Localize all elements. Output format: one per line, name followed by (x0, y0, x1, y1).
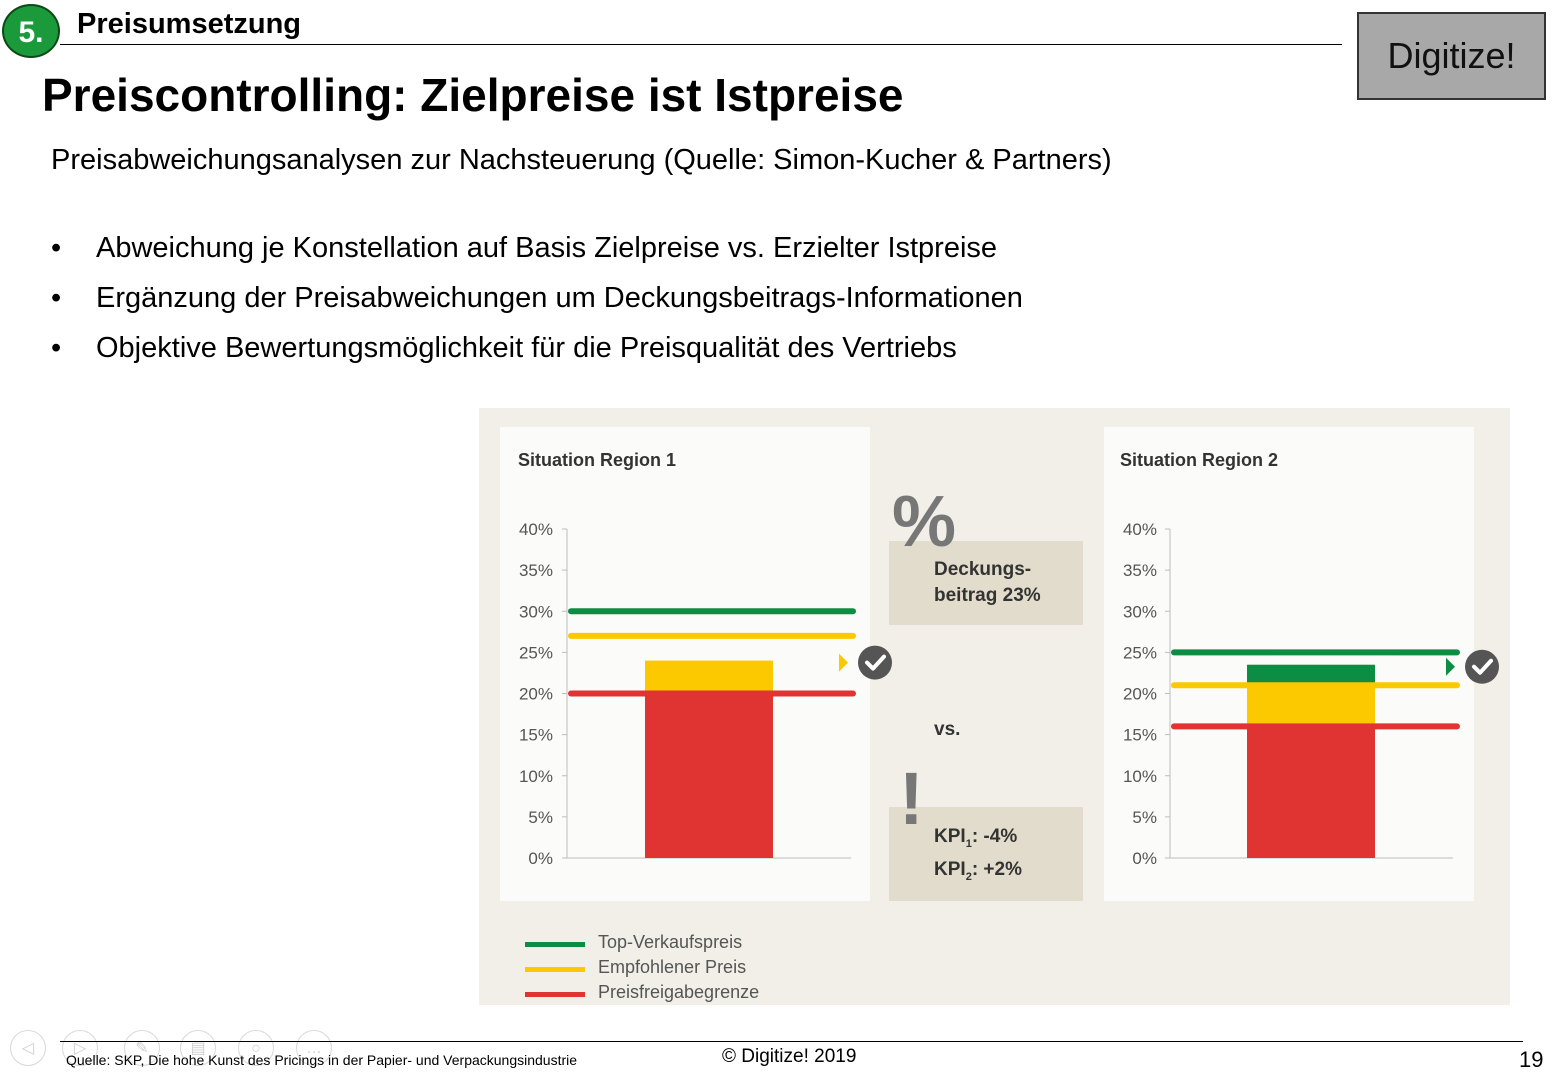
y-tick-label: 30% (519, 602, 553, 621)
deviation-marker-icon (1446, 657, 1455, 676)
kpi2-label: KPI2: +2% (934, 859, 1022, 883)
slides-icon[interactable]: ▤ (180, 1030, 216, 1066)
zoom-icon[interactable]: ○ (238, 1030, 274, 1066)
copyright: © Digitize! 2019 (722, 1046, 857, 1067)
y-tick-label: 40% (1123, 520, 1157, 539)
kpi2-value: : +2% (971, 859, 1022, 880)
legend-swatch-preisfreigabe (525, 992, 585, 997)
kpi-box (889, 807, 1083, 901)
nav-forward-icon[interactable]: ▷ (62, 1030, 98, 1066)
section-number-badge: 5. (2, 4, 60, 58)
bullet-text: Ergänzung der Preisabweichungen um Decku… (96, 282, 1023, 314)
check-circle-icon (858, 645, 892, 680)
bar-segment (645, 693, 773, 858)
bar-segment (1247, 664, 1375, 686)
digitize-logo: Digitize! (1357, 12, 1546, 100)
charts-svg: 40%35%30%25%20%15%10%5%0%40%35%30%25%20%… (519, 520, 1499, 868)
kpi2-subscript: 2 (965, 870, 972, 883)
legend-swatch-top (525, 942, 585, 947)
chart-title-region-1: Situation Region 1 (518, 450, 677, 470)
exclamation-icon: ! (899, 757, 924, 840)
y-tick-label: 10% (1123, 767, 1157, 786)
bullet-text: Abweichung je Konstellation auf Basis Zi… (96, 232, 998, 264)
deviation-marker-icon (839, 653, 848, 672)
pen-icon[interactable]: ✎ (124, 1030, 160, 1066)
y-tick-label: 35% (519, 561, 553, 580)
y-tick-label: 15% (519, 726, 553, 745)
nav-back-icon[interactable]: ◁ (10, 1030, 46, 1066)
legend-label-preisfreigabe: Preisfreigabegrenze (598, 982, 760, 1002)
y-tick-label: 40% (519, 520, 553, 539)
db-label-line1: Deckungs- (934, 559, 1032, 580)
source-note: Quelle: SKP, Die hohe Kunst des Pricings… (66, 1052, 578, 1068)
percent-icon: % (892, 482, 957, 562)
kpi1-name: KPI (934, 826, 966, 847)
kpi1-label: KPI1: -4% (934, 826, 1017, 850)
bullet-text: Objektive Bewertungsmöglichkeit für die … (96, 332, 957, 364)
y-tick-label: 0% (528, 849, 553, 868)
bullet-dot: • (51, 332, 62, 364)
vs-label: vs. (934, 719, 961, 740)
bullet-dot: • (51, 282, 62, 314)
y-tick-label: 10% (519, 767, 553, 786)
y-tick-label: 5% (1132, 808, 1157, 827)
bullet-dot: • (51, 232, 62, 264)
more-options-icon[interactable]: … (296, 1030, 332, 1066)
bar-segment (645, 660, 773, 694)
y-tick-label: 25% (1123, 643, 1157, 662)
kpi2-name: KPI (934, 859, 966, 880)
db-label-line2: beitrag 23% (934, 585, 1041, 606)
slide-subtitle: Preisabweichungsanalysen zur Nachsteueru… (51, 144, 1112, 176)
y-tick-label: 25% (519, 643, 553, 662)
bar-segment (1247, 685, 1375, 727)
slide-title: Preiscontrolling: Zielpreise ist Istprei… (42, 69, 904, 121)
y-tick-label: 15% (1123, 726, 1157, 745)
kpi1-value: : -4% (971, 826, 1018, 847)
legend-label-top: Top-Verkaufspreis (598, 932, 743, 952)
bar-segment (1247, 726, 1375, 858)
chart-title-region-2: Situation Region 2 (1120, 450, 1279, 470)
y-tick-label: 20% (1123, 685, 1157, 704)
legend-swatch-empfohlen (525, 967, 585, 972)
footer-divider (60, 1041, 1523, 1042)
y-tick-label: 35% (1123, 561, 1157, 580)
checkmark-icon (865, 654, 886, 671)
legend-label-empfohlen: Empfohlener Preis (598, 957, 747, 977)
deckungsbeitrag-box (889, 541, 1083, 625)
kpi1-subscript: 1 (965, 837, 972, 850)
page-number: 19 (1519, 1047, 1544, 1072)
y-tick-label: 0% (1132, 849, 1157, 868)
price-deviation-figure: Situation Region 1 Situation Region 2 % … (479, 408, 1510, 1005)
check-circle-icon (1465, 649, 1499, 684)
section-title: Preisumsetzung (77, 8, 301, 40)
checkmark-icon (1472, 658, 1493, 675)
y-tick-label: 20% (519, 685, 553, 704)
header-divider (60, 44, 1342, 45)
y-tick-label: 30% (1123, 602, 1157, 621)
y-tick-label: 5% (528, 808, 553, 827)
